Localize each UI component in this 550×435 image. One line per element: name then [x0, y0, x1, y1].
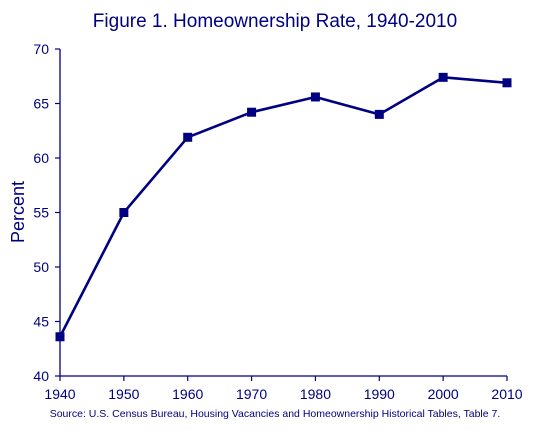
x-tick-label: 1970 — [236, 386, 267, 402]
y-axis-label: Percent — [8, 181, 28, 243]
data-series — [55, 72, 512, 342]
y-tick-label: 40 — [33, 368, 49, 384]
chart-title: Figure 1. Homeownership Rate, 1940-2010 — [93, 11, 457, 32]
series-line — [58, 76, 508, 338]
x-tick-label: 1960 — [172, 386, 203, 402]
data-point-1970 — [247, 107, 257, 117]
x-tick-label: 1980 — [300, 386, 331, 402]
source-note: Source: U.S. Census Bureau, Housing Vaca… — [50, 408, 501, 420]
y-tick-label: 55 — [33, 205, 49, 221]
y-tick-label: 70 — [33, 41, 49, 57]
data-point-1980 — [310, 92, 320, 102]
y-tick-label: 50 — [33, 259, 49, 275]
data-point-1940 — [55, 332, 65, 342]
x-tick-label: 1990 — [364, 386, 395, 402]
y-tick-label: 60 — [33, 150, 49, 166]
data-point-2000 — [438, 72, 448, 82]
y-tick-label: 45 — [33, 314, 49, 330]
data-point-1960 — [183, 132, 193, 142]
x-tick-label: 2010 — [491, 386, 522, 402]
x-tick-label: 1950 — [108, 386, 139, 402]
data-point-1990 — [374, 109, 384, 119]
data-point-1950 — [119, 208, 129, 217]
y-tick-label: 65 — [33, 96, 49, 112]
x-tick-label: 1940 — [44, 386, 75, 402]
x-tick-label: 2000 — [428, 386, 459, 402]
axis-ticks: 40 45 50 55 60 65 70 1940 1950 1960 1970 1980 1990 20… — [33, 41, 522, 402]
data-point-2010 — [502, 78, 512, 88]
